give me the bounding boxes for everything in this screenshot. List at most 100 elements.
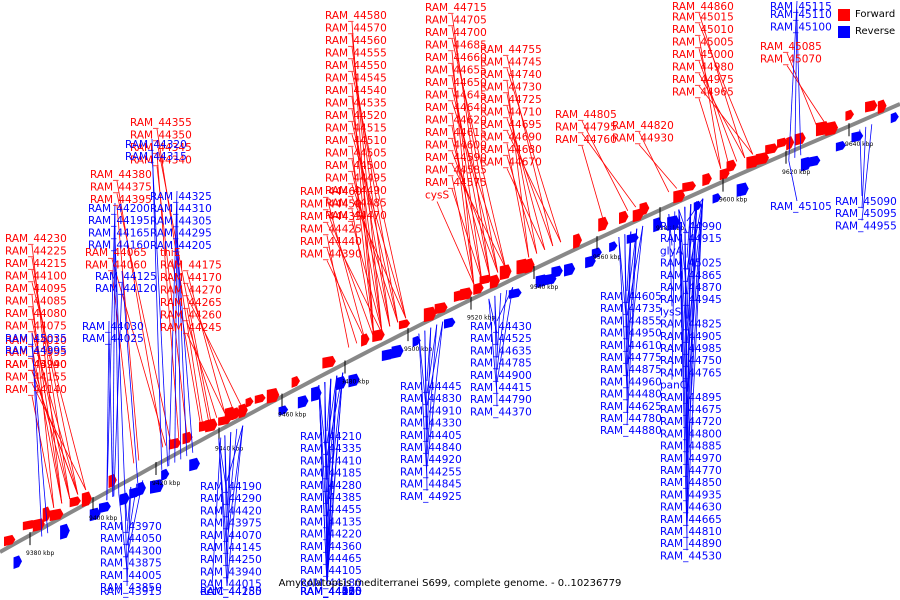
forward-leader-line [351, 159, 383, 331]
forward-gene-label: RAM_44820 [612, 120, 674, 132]
reverse-leader-line [418, 333, 428, 479]
reverse-gene-label: RAM_44370 [470, 406, 532, 418]
forward-gene-label: RAM_44740 [480, 69, 542, 81]
gene-labels: RAM_44580RAM_44570RAM_44560RAM_44555RAM_… [5, 1, 897, 598]
reverse-gene [60, 523, 70, 540]
reverse-gene-label: RAM_44785 [470, 358, 532, 370]
reverse-gene [150, 479, 164, 494]
forward-leader-line [451, 63, 483, 281]
reverse-gene-label: RAM_44410 [300, 455, 362, 467]
forward-gene-label: RAM_44495 [325, 173, 387, 185]
scale-tick-label: 9440 kbp [215, 446, 243, 453]
forward-gene [49, 508, 64, 522]
reverse-gene-label: RAM_44150 [200, 586, 262, 598]
reverse-gene-label: RAM_44855 [600, 315, 662, 327]
forward-gene-label: RAM_44975 [672, 74, 734, 86]
forward-gene [398, 319, 411, 330]
forward-gene-label: RAM_44155 [5, 372, 67, 384]
forward-leader-line [451, 163, 507, 269]
forward-gene-label: RAM_44345 [130, 142, 192, 154]
reverse-leader-line [168, 190, 178, 466]
reverse-leader-line [684, 206, 688, 551]
reverse-gene-label: RAM_44415 [470, 382, 532, 394]
forward-leader-line [116, 205, 140, 461]
reverse-gene-label: RAM_44275 [300, 586, 362, 598]
reverse-gene-label: RAM_44055 [300, 586, 362, 598]
forward-leader-line [31, 395, 55, 508]
forward-gene-label: RAM_44645 [425, 90, 487, 102]
reverse-gene-label: RAM_44985 [660, 343, 722, 355]
reverse-gene [89, 507, 101, 522]
reverse-gene-label: RAM_44475 [300, 586, 362, 598]
scale-tick-label: 9480 kbp [341, 378, 369, 385]
reverse-gene [297, 395, 309, 409]
forward-leader-line [326, 222, 382, 332]
reverse-gene-label: RAM_44325 [150, 191, 212, 203]
reverse-leader-line [226, 425, 244, 587]
reverse-gene-label: RAM_45105 [770, 201, 832, 213]
reverse-gene-label: RAM_44610 [600, 340, 662, 352]
reverse-gene-label: RAM_44890 [660, 538, 722, 550]
reverse-gene [712, 193, 722, 204]
forward-leader-line [786, 52, 818, 127]
forward-leader-line [436, 201, 475, 285]
reverse-leader-line [678, 209, 688, 539]
reverse-gene-label: RAM_44195 [88, 215, 150, 227]
reverse-leader-line [686, 198, 704, 405]
reverse-gene-label: RAM_43915 [100, 586, 162, 598]
forward-gene-label: RAM_44170 [160, 272, 222, 284]
reverse-gene-label: RAM_44320 [125, 139, 187, 151]
forward-gene [4, 534, 16, 547]
forward-gene [32, 518, 45, 532]
reverse-gene-label: RAM_44465 [300, 553, 362, 565]
reverse-leader-line [126, 486, 132, 587]
reverse-gene-label: RAM_44960 [600, 376, 662, 388]
reverse-gene-label: RAM_44950 [600, 328, 662, 340]
reverse-gene-label: RAM_44480 [600, 389, 662, 401]
reverse-leader-line [686, 201, 698, 331]
forward-gene-label: RAM_44695 [480, 119, 542, 131]
forward-gene [205, 418, 218, 433]
reverse-leader-line [496, 290, 508, 370]
forward-gene-label: RAM_44705 [425, 15, 487, 27]
genome-axis-line [0, 102, 900, 554]
reverse-gene-label: RAM_44665 [660, 514, 722, 526]
legend-forward-swatch [838, 9, 850, 21]
forward-gene [765, 143, 778, 155]
forward-gene-label: cysS [425, 190, 449, 202]
forward-gene-label: RAM_44725 [480, 94, 542, 106]
reverse-leader-line [626, 231, 632, 414]
forward-gene-label: RAM_44965 [672, 87, 734, 99]
forward-gene [182, 431, 193, 445]
reverse-gene-label: RAM_44420 [200, 505, 262, 517]
forward-leader-line [326, 197, 366, 340]
forward-leader-line [186, 296, 242, 405]
forward-gene [245, 397, 254, 408]
reverse-leader-line [326, 372, 344, 517]
forward-leader-line [186, 308, 210, 423]
forward-gene-label: RAM_44225 [5, 246, 67, 258]
reverse-leader-line [494, 295, 498, 407]
reverse-gene-label: RAM_44880 [600, 425, 662, 437]
reverse-gene [278, 405, 289, 416]
forward-gene [865, 100, 878, 113]
reverse-gene-label: RAM_44870 [660, 282, 722, 294]
reverse-gene-label: RAM_44970 [660, 453, 722, 465]
label-leader-lines [31, 0, 873, 587]
reverse-gene-label: RAM_44145 [200, 542, 262, 554]
reverse-leader-line [106, 202, 116, 501]
forward-gene-label: RAM_44540 [325, 85, 387, 97]
forward-gene-label: RAM_44520 [325, 110, 387, 122]
reverse-gene-label: RAM_44400 [300, 586, 362, 598]
reverse-gene [443, 317, 456, 329]
forward-gene-label: RAM_44555 [325, 48, 387, 60]
forward-leader-line [186, 283, 234, 410]
forward-leader-line [506, 143, 530, 258]
reverse-gene-label: RAM_44925 [400, 491, 462, 503]
forward-gene [434, 302, 448, 315]
reverse-gene-label: RAM_44910 [400, 405, 462, 417]
reverse-gene [609, 241, 618, 253]
forward-gene [673, 189, 686, 204]
forward-gene [489, 274, 500, 289]
